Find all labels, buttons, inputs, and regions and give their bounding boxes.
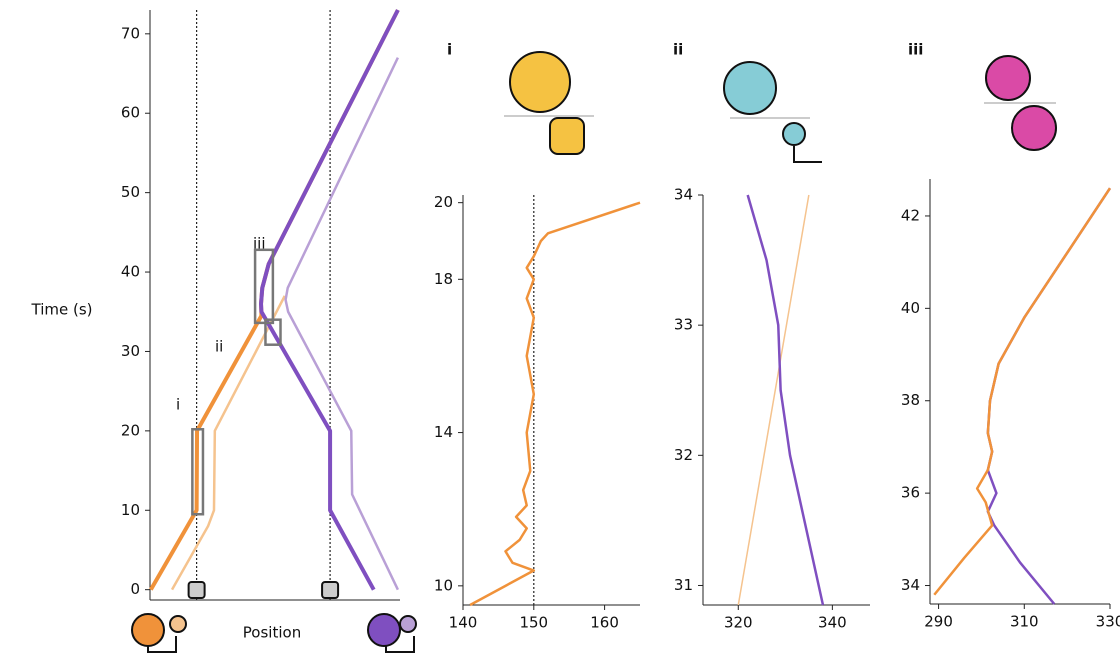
y-tick-label: 31	[674, 576, 693, 594]
goal-marker	[322, 582, 338, 598]
panel-label: iii	[908, 41, 923, 59]
panel-label: ii	[673, 41, 683, 59]
x-tick-label: 330	[1096, 613, 1120, 631]
panel-label: i	[447, 41, 452, 59]
x-tick-label: 150	[519, 614, 548, 632]
y-tick-label: 14	[434, 423, 453, 441]
trajectory	[748, 195, 823, 605]
y-tick-label: 30	[121, 342, 140, 360]
x-tick-label: 310	[1010, 613, 1039, 631]
y-tick-label: 10	[434, 576, 453, 594]
y-tick-label: 18	[434, 270, 453, 288]
goal-marker	[189, 582, 205, 598]
y-tick-label: 70	[121, 24, 140, 42]
annotation: iii	[253, 235, 266, 253]
annotation: i	[176, 396, 180, 414]
figure: 0 10 20 30 40 50 60 70 Time (s) Position 10 14 18 20 1…	[0, 0, 1120, 656]
y-tick-label: 20	[434, 193, 453, 211]
x-axis-label: Position	[243, 624, 301, 642]
y-tick-label: 50	[121, 183, 140, 201]
trajectory	[172, 296, 285, 590]
trajectory	[988, 188, 1110, 604]
y-tick-label: 34	[674, 186, 693, 204]
robot-icon	[132, 52, 1056, 652]
y-tick-label: 20	[121, 421, 140, 439]
x-tick-label: 320	[724, 614, 753, 632]
annotation: ii	[215, 338, 223, 356]
y-tick-label: 60	[121, 104, 140, 122]
y-tick-label: 0	[130, 580, 140, 598]
y-tick-label: 38	[901, 391, 920, 409]
trajectory	[151, 10, 398, 590]
x-tick-label: 340	[818, 614, 847, 632]
y-axis-label: Time (s)	[31, 301, 93, 319]
trajectory	[738, 195, 809, 605]
x-tick-label: 160	[590, 614, 619, 632]
trajectory	[286, 58, 398, 590]
x-tick-label: 290	[924, 613, 953, 631]
y-tick-label: 40	[901, 299, 920, 317]
y-tick-label: 42	[901, 206, 920, 224]
y-tick-label: 10	[121, 501, 140, 519]
trajectory	[470, 203, 640, 605]
y-tick-label: 34	[901, 576, 920, 594]
y-tick-label: 40	[121, 263, 140, 281]
x-tick-label: 140	[449, 614, 478, 632]
y-tick-label: 32	[674, 446, 693, 464]
y-tick-label: 36	[901, 484, 920, 502]
trajectory	[934, 188, 1110, 595]
y-tick-label: 33	[674, 316, 693, 334]
